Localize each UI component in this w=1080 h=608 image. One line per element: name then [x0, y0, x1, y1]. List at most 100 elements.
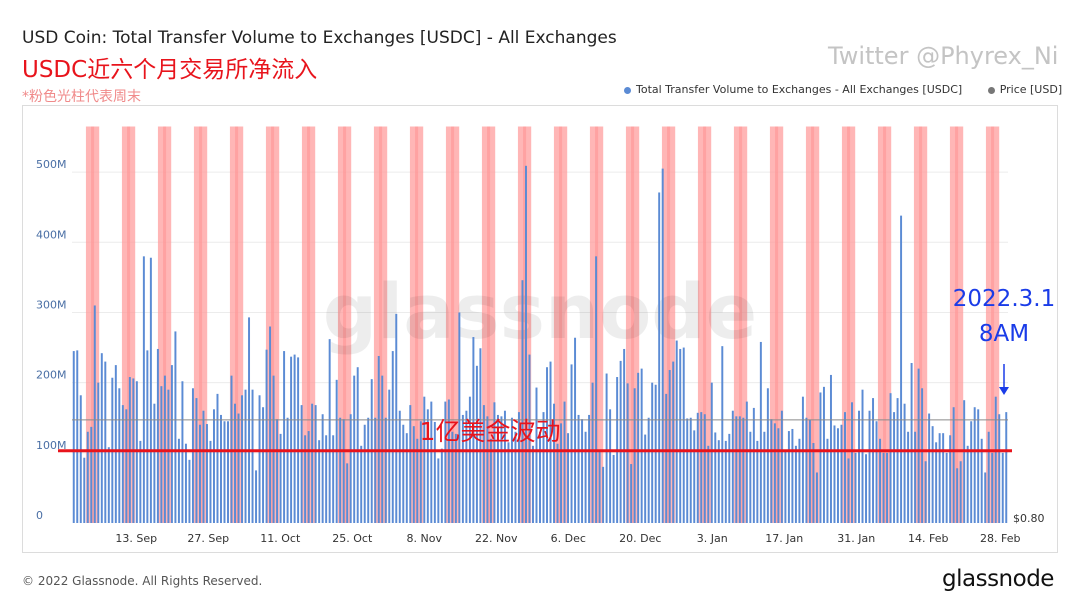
volume-bar — [153, 403, 156, 523]
volume-bar — [521, 280, 524, 523]
volume-bar — [756, 440, 759, 523]
weekend-band — [985, 126, 995, 523]
volume-bar — [952, 407, 955, 523]
volume-bar — [921, 388, 924, 523]
volume-bar — [819, 392, 822, 523]
volume-bar — [114, 365, 117, 523]
volume-bar — [198, 424, 201, 523]
volume-bar — [851, 402, 853, 523]
volume-bar — [945, 452, 948, 523]
weekend-band — [379, 126, 388, 523]
volume-bar — [1001, 452, 1004, 523]
legend-volume-label: Total Transfer Volume to Exchanges - All… — [636, 83, 963, 96]
volume-bar — [489, 438, 492, 523]
volume-bar — [251, 389, 254, 523]
weekend-band — [667, 126, 676, 523]
volume-bar — [924, 461, 927, 523]
weekend-band — [883, 126, 892, 523]
weekend-band — [589, 126, 599, 523]
volume-bar — [686, 418, 689, 523]
volume-bar — [475, 365, 478, 523]
weekend-band — [661, 126, 671, 523]
volume-bar — [609, 409, 612, 523]
volume-bar — [602, 466, 605, 523]
y-tick-label: 300M — [36, 298, 67, 311]
volume-bar — [83, 457, 86, 523]
volume-bar — [500, 416, 503, 523]
volume-bar — [447, 399, 450, 523]
volume-bar — [829, 374, 832, 523]
volume-bar — [237, 413, 240, 523]
volume-bar — [668, 370, 671, 523]
chart-title: USD Coin: Total Transfer Volume to Excha… — [22, 28, 617, 48]
weekend-band — [121, 126, 131, 523]
volume-bar — [854, 452, 857, 523]
volume-bar — [479, 348, 482, 523]
volume-bar — [977, 409, 980, 523]
volume-bar — [808, 419, 811, 523]
glassnode-logo: glassnode — [942, 566, 1054, 592]
y-tick-label: 500M — [36, 158, 67, 171]
volume-bar — [419, 421, 422, 523]
volume-bar — [118, 388, 121, 523]
volume-bar — [980, 438, 983, 523]
legend-item-volume[interactable]: Total Transfer Volume to Exchanges - All… — [624, 83, 966, 96]
volume-bar — [532, 445, 534, 523]
volume-bar — [612, 454, 615, 523]
volume-bar — [146, 350, 149, 523]
volume-bar — [90, 426, 93, 523]
volume-bar — [689, 417, 692, 523]
volume-bar — [703, 414, 706, 523]
legend-price-dot-icon — [987, 86, 995, 94]
legend-item-price[interactable]: Price [USD] — [987, 83, 1062, 96]
volume-bar — [826, 438, 829, 523]
volume-bar — [549, 361, 552, 523]
volume-bar — [507, 442, 510, 523]
weekend-band — [409, 126, 419, 523]
weekend-band — [163, 126, 172, 523]
volume-bar — [100, 353, 103, 523]
volume-bar — [994, 396, 997, 523]
volume-bar — [177, 438, 180, 523]
volume-bar — [735, 416, 738, 523]
volume-bar — [167, 389, 170, 523]
volume-bar — [283, 351, 286, 523]
volume-bar — [514, 431, 517, 523]
weekend-band — [157, 126, 167, 523]
weekend-band — [85, 126, 95, 523]
volume-bar — [104, 361, 107, 523]
time-annotation: 8AM — [979, 321, 1029, 347]
volume-bar — [234, 403, 236, 523]
volume-bar — [374, 417, 377, 523]
weekend-band — [301, 126, 311, 523]
volume-bar — [212, 409, 215, 523]
weekend-band — [805, 126, 815, 523]
weekend-band — [625, 126, 635, 523]
x-tick-label: 13. Sep — [115, 532, 157, 545]
volume-bar — [486, 416, 489, 523]
volume-bar — [574, 337, 577, 523]
volume-bar — [314, 405, 317, 523]
weekend-band — [559, 126, 568, 523]
volume-bar — [987, 431, 990, 523]
volume-bar — [714, 432, 717, 523]
x-tick-label: 6. Dec — [551, 532, 586, 545]
volume-bar — [86, 431, 89, 523]
volume-bar — [262, 407, 265, 523]
volume-bar — [426, 409, 429, 523]
volume-bar — [791, 428, 794, 523]
volume-bar — [388, 389, 391, 523]
volume-bar — [139, 440, 142, 523]
volume-bar — [998, 414, 1001, 523]
volume-bar — [405, 433, 408, 523]
volume-bar — [297, 357, 300, 523]
volume-bar — [367, 417, 370, 523]
volume-bar — [833, 425, 836, 523]
volume-bar — [205, 424, 208, 523]
volume-bar — [300, 405, 303, 523]
volume-bar — [651, 382, 654, 523]
volume-bar — [584, 431, 587, 523]
x-tick-label: 17. Jan — [765, 532, 803, 545]
weekend-band — [553, 126, 563, 523]
volume-bar — [938, 433, 941, 523]
